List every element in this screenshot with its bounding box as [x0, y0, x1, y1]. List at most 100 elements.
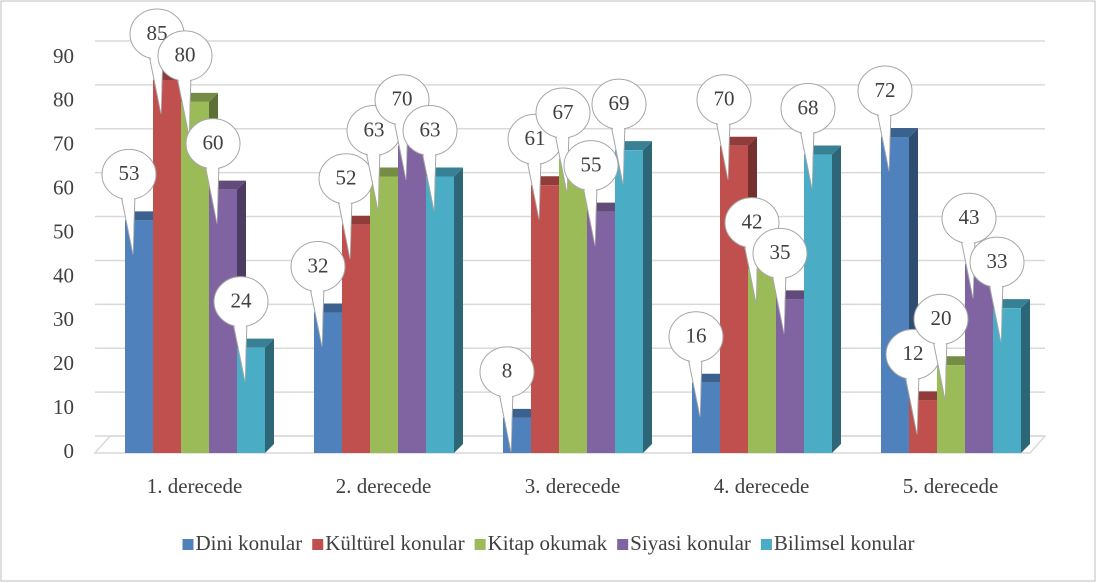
legend-swatch	[617, 539, 629, 550]
callout-tail-cover	[772, 267, 785, 332]
data-label: 16	[686, 324, 707, 348]
bar-front	[426, 176, 454, 453]
bar-side	[643, 141, 652, 453]
callout-tail-cover	[716, 113, 729, 178]
legend-label: Kitap okumak	[488, 531, 608, 555]
bar-front	[559, 158, 587, 453]
bar	[804, 145, 841, 454]
data-label: 43	[959, 205, 980, 229]
x-tick-label: 4. derecede	[714, 474, 810, 498]
data-label: 72	[875, 78, 896, 102]
data-label: 55	[581, 152, 602, 176]
bar-side	[454, 167, 463, 453]
callout-tail-cover	[366, 144, 379, 209]
bar-front	[615, 150, 643, 453]
data-label: 53	[119, 161, 140, 185]
y-tick-label: 70	[53, 132, 74, 156]
callout-tail-cover	[877, 105, 890, 169]
callout-tail-cover	[149, 47, 162, 112]
y-tick-label: 80	[53, 88, 74, 112]
data-label: 12	[903, 341, 924, 365]
bar-side	[832, 145, 841, 454]
legend: Dini konular Kültürel konular Kitap okumak…	[182, 531, 915, 555]
x-tick-label: 5. derecede	[903, 474, 999, 498]
callout-tail-cover	[611, 118, 624, 183]
x-tick-label: 1. derecede	[147, 474, 243, 498]
bar-front	[881, 137, 909, 453]
bar-front	[398, 145, 426, 453]
bar-front	[314, 312, 342, 453]
bar	[237, 338, 274, 453]
bar-front	[804, 154, 832, 454]
callout-tail-cover	[177, 69, 190, 134]
data-label: 35	[770, 240, 791, 264]
data-label: 61	[525, 126, 546, 150]
legend-swatch	[182, 539, 194, 550]
data-label: 69	[609, 91, 630, 115]
data-label: 32	[308, 253, 329, 277]
data-label: 80	[175, 43, 196, 67]
legend-label: Siyasi konular	[630, 531, 751, 555]
bar-front	[125, 220, 153, 453]
y-tick-label: 20	[53, 351, 74, 375]
bar-front	[748, 268, 776, 453]
y-tick-label: 30	[53, 307, 74, 331]
bar-front	[776, 299, 804, 453]
y-tick-label: 0	[64, 439, 75, 463]
data-label: 63	[420, 117, 441, 141]
callout-tail-cover	[961, 232, 974, 297]
data-label: 8	[502, 359, 513, 383]
bar-front	[153, 79, 181, 453]
callout-tail-cover	[338, 192, 351, 257]
callout-tail-cover	[310, 280, 323, 345]
bar-front	[342, 224, 370, 453]
data-label: 63	[364, 117, 385, 141]
y-tick-label: 90	[53, 44, 74, 68]
callout-tail-cover	[527, 153, 540, 218]
data-label: 52	[336, 166, 357, 190]
bar	[993, 299, 1030, 453]
callout-tail-cover	[989, 276, 1002, 341]
data-label: 67	[553, 100, 574, 124]
callout-tail-cover	[555, 126, 568, 191]
callout-tail-cover	[121, 188, 134, 253]
legend-swatch	[312, 539, 324, 550]
bar	[615, 141, 652, 453]
callout-tail-cover	[205, 157, 218, 222]
legend-label: Kültürel konular	[325, 531, 464, 555]
data-label: 33	[987, 249, 1008, 273]
data-label: 85	[147, 21, 168, 45]
callout-tail-cover	[233, 315, 246, 380]
data-label: 60	[203, 130, 224, 154]
callout-tail-cover	[905, 368, 918, 433]
x-tick-label: 2. derecede	[336, 474, 432, 498]
legend-label: Bilimsel konular	[774, 531, 915, 555]
legend-swatch	[474, 539, 486, 550]
y-tick-label: 60	[53, 175, 74, 199]
y-tick-label: 40	[53, 263, 74, 287]
bar-front	[965, 264, 993, 453]
bar-front	[587, 211, 615, 453]
data-label: 70	[714, 87, 735, 111]
x-tick-label: 3. derecede	[525, 474, 621, 498]
callout-tail-cover	[583, 179, 596, 244]
data-label: 68	[798, 95, 819, 119]
bar-side	[265, 338, 274, 453]
bar-side	[1021, 299, 1030, 453]
bar-front	[993, 308, 1021, 453]
legend-swatch	[760, 539, 772, 550]
callout-tail-cover	[800, 122, 813, 187]
callout-tail-cover	[688, 350, 701, 415]
data-label: 20	[931, 306, 952, 330]
y-tick-label: 10	[53, 395, 74, 419]
bar-front	[720, 145, 748, 453]
bar-front	[370, 176, 398, 453]
callout-tail-cover	[422, 144, 435, 209]
bar-front	[531, 185, 559, 453]
data-label: 70	[392, 87, 413, 111]
data-label: 42	[742, 209, 763, 233]
callout-tail-cover	[499, 385, 512, 450]
y-tick-label: 50	[53, 219, 74, 243]
data-label: 24	[231, 288, 253, 312]
